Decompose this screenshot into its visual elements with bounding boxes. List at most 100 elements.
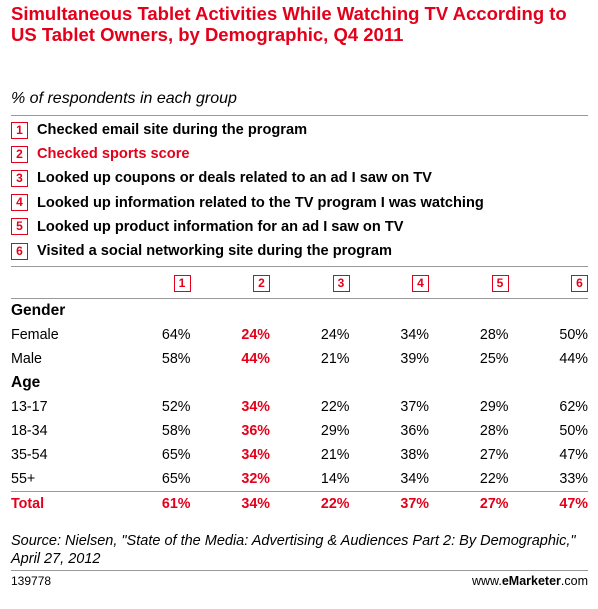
table-row: Female 64% 24% 24% 34% 28% 50% [11,323,588,347]
cell-col-4: 36% [350,419,430,443]
brand-prefix: www. [472,574,502,588]
column-number-2: 2 [253,275,270,292]
legend-number-5: 5 [11,218,28,235]
header-corner [11,268,111,299]
legend-item-3: 3 Looked up coupons or deals related to a… [11,166,484,190]
table-row: 35-54 65% 34% 21% 38% 27% 47% [11,443,588,467]
cell-col-6: 44% [509,347,589,371]
row-label: 13-17 [11,395,111,419]
chart-title: Simultaneous Tablet Activities While Wat… [11,3,591,45]
cell-col-1: 61% [111,492,191,517]
column-header-4: 4 [350,268,430,299]
cell-col-2: 34% [191,492,271,517]
section-header: Age [11,371,588,395]
section-header: Gender [11,299,588,324]
brand-name: eMarketer [502,574,561,588]
cell-col-5: 22% [429,467,509,492]
brand-suffix: .com [561,574,588,588]
cell-col-3: 24% [270,323,350,347]
cell-col-5: 28% [429,419,509,443]
cell-col-3: 21% [270,347,350,371]
cell-col-4: 39% [350,347,430,371]
cell-col-6: 50% [509,323,589,347]
legend-number-4: 4 [11,194,28,211]
cell-col-6: 47% [509,443,589,467]
divider-bottom [11,570,588,571]
column-number-3: 3 [333,275,350,292]
legend: 1 Checked email site during the program 2 C… [11,118,484,263]
row-label: 55+ [11,467,111,492]
table-body: Gender Female 64% 24% 24% 34% 28% 50% Male 58% 44%… [11,299,588,517]
brand-link[interactable]: www.eMarketer.com [472,574,588,588]
cell-col-3: 14% [270,467,350,492]
cell-col-2: 24% [191,323,271,347]
legend-number-1: 1 [11,122,28,139]
legend-label-1: Checked email site during the program [37,122,307,138]
table-row: Male 58% 44% 21% 39% 25% 44% [11,347,588,371]
section-label: Age [11,371,588,395]
column-header-2: 2 [191,268,271,299]
cell-col-4: 37% [350,395,430,419]
cell-col-1: 64% [111,323,191,347]
cell-col-1: 65% [111,443,191,467]
legend-item-6: 6 Visited a social networking site during… [11,239,484,263]
cell-col-2: 34% [191,443,271,467]
cell-col-1: 65% [111,467,191,492]
legend-item-2: 2 Checked sports score [11,142,484,166]
cell-col-3: 21% [270,443,350,467]
cell-col-1: 58% [111,419,191,443]
cell-col-5: 29% [429,395,509,419]
legend-number-6: 6 [11,243,28,260]
cell-col-4: 34% [350,323,430,347]
cell-col-1: 58% [111,347,191,371]
legend-item-4: 4 Looked up information related to the TV… [11,191,484,215]
legend-item-5: 5 Looked up product information for an ad… [11,215,484,239]
legend-item-1: 1 Checked email site during the program [11,118,484,142]
legend-number-3: 3 [11,170,28,187]
column-header-6: 6 [509,268,589,299]
divider-top [11,115,588,116]
total-row: Total 61% 34% 22% 37% 27% 47% [11,492,588,517]
divider-legend [11,266,588,267]
cell-col-6: 50% [509,419,589,443]
row-label: Total [11,492,111,517]
cell-col-3: 22% [270,492,350,517]
legend-label-4: Looked up information related to the TV … [37,195,484,211]
row-label: Male [11,347,111,371]
chart-id: 139778 [11,574,51,588]
column-header-5: 5 [429,268,509,299]
row-label: 35-54 [11,443,111,467]
data-table: 1 2 3 4 5 6 Gender Female 64% 24% 24% 34% 28% 50% Mal… [11,268,588,516]
column-number-6: 6 [571,275,588,292]
table-row: 55+ 65% 32% 14% 34% 22% 33% [11,467,588,492]
table-row: 13-17 52% 34% 22% 37% 29% 62% [11,395,588,419]
legend-label-3: Looked up coupons or deals related to an… [37,170,432,186]
cell-col-6: 62% [509,395,589,419]
chart-subtitle: % of respondents in each group [11,89,237,109]
cell-col-4: 37% [350,492,430,517]
cell-col-2: 34% [191,395,271,419]
cell-col-3: 22% [270,395,350,419]
header-row: 1 2 3 4 5 6 [11,268,588,299]
row-label: 18-34 [11,419,111,443]
cell-col-2: 44% [191,347,271,371]
cell-col-5: 28% [429,323,509,347]
column-number-1: 1 [174,275,191,292]
cell-col-2: 32% [191,467,271,492]
cell-col-6: 47% [509,492,589,517]
legend-number-2: 2 [11,146,28,163]
cell-col-3: 29% [270,419,350,443]
cell-col-1: 52% [111,395,191,419]
cell-col-5: 27% [429,443,509,467]
cell-col-2: 36% [191,419,271,443]
source-note: Source: Nielsen, "State of the Media: Ad… [11,533,598,568]
cell-col-6: 33% [509,467,589,492]
legend-label-6: Visited a social networking site during … [37,243,392,259]
column-number-5: 5 [492,275,509,292]
row-label: Female [11,323,111,347]
legend-label-5: Looked up product information for an ad … [37,219,403,235]
column-number-4: 4 [412,275,429,292]
cell-col-4: 34% [350,467,430,492]
section-label: Gender [11,299,588,324]
column-header-1: 1 [111,268,191,299]
